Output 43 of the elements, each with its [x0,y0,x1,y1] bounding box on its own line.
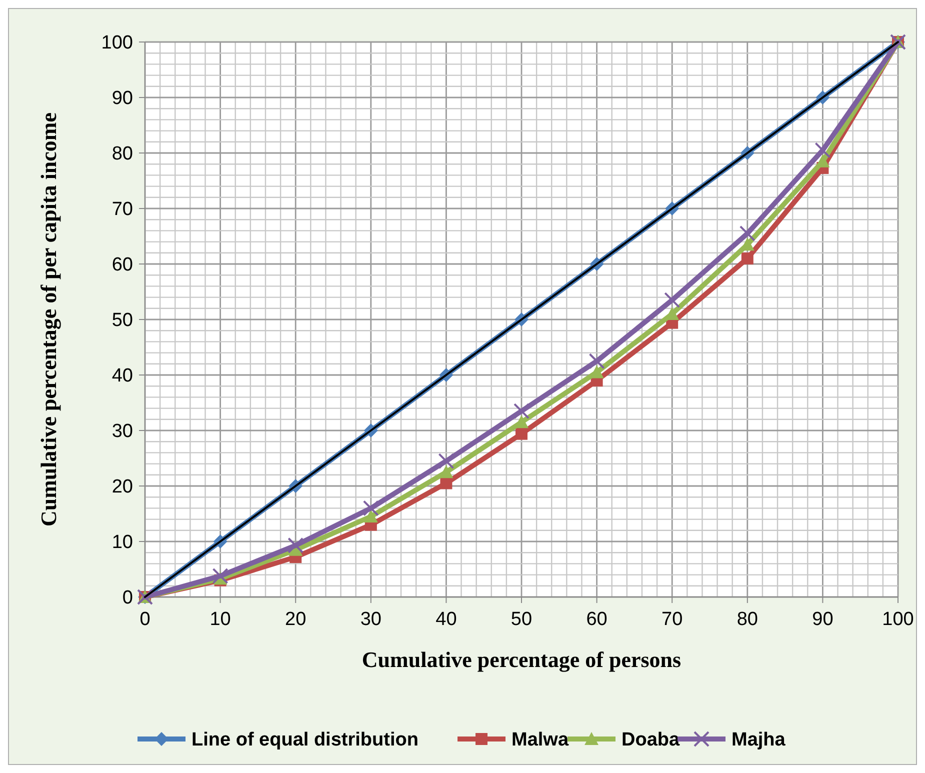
y-tick-label: 100 [101,32,133,54]
point [364,510,378,523]
legend-label: Line of equal distribution [192,730,418,751]
point [288,537,304,554]
point [814,142,831,158]
y-axis-title: Cumulative percentage of per capita income [36,112,61,527]
point [516,428,528,440]
legend-label: Malwa [512,730,569,751]
x-tick-label: 90 [812,609,834,630]
x-tick-label: 50 [510,609,532,630]
x-tick-label: 40 [436,609,457,630]
y-tick-label: 40 [112,366,133,387]
y-tick-label: 60 [112,254,133,276]
point [741,252,754,264]
point [588,353,605,370]
legend-label: Doaba [622,730,680,751]
y-tick-label: 0 [122,588,133,609]
point [739,225,756,242]
x-axis-title: Cumulative percentage of persons [362,647,682,672]
x-tick-label: 100 [882,609,914,630]
x-tick-label: 0 [140,609,150,630]
y-tick-label: 50 [112,310,133,332]
x-tick-label: 20 [285,609,306,630]
point [212,568,228,584]
y-tick-label: 30 [112,421,133,442]
y-tick-label: 70 [112,199,133,220]
x-tick-label: 60 [586,609,608,630]
y-tick-label: 80 [112,144,133,165]
point [664,292,680,308]
point [362,500,379,516]
x-tick-label: 30 [360,609,382,630]
point [438,453,454,470]
x-tick-label: 80 [736,609,758,630]
point [514,403,530,420]
x-tick-label: 10 [210,609,231,630]
point [439,465,454,478]
x-tick-label: 70 [662,609,683,630]
point [514,415,528,428]
point [440,477,452,490]
y-tick-label: 10 [112,532,133,554]
y-tick-label: 90 [112,88,133,110]
y-tick-label: 20 [112,476,133,498]
legend-label: Majha [732,730,786,751]
